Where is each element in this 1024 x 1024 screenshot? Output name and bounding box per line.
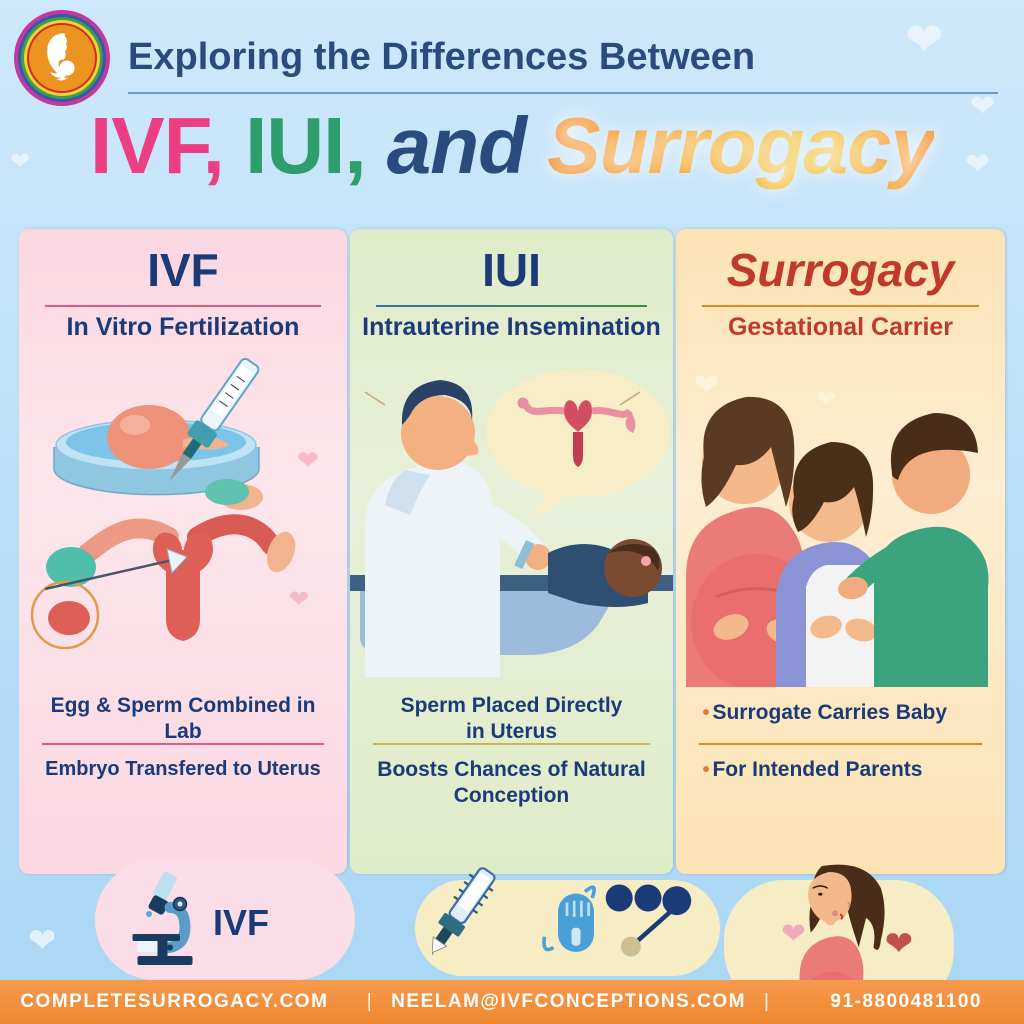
svg-text:❤: ❤: [694, 369, 719, 402]
svg-text:❤: ❤: [816, 386, 836, 413]
svg-text:❤: ❤: [885, 925, 914, 963]
svg-text:❤: ❤: [289, 586, 309, 613]
svg-text:❤: ❤: [781, 918, 806, 951]
svg-text:❤: ❤: [297, 445, 319, 475]
